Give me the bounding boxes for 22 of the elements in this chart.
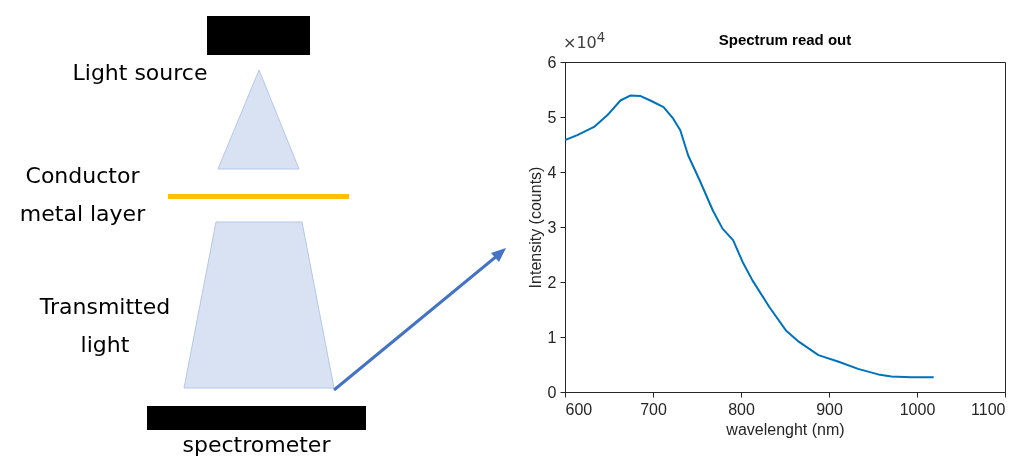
y-tick-label: 3: [547, 218, 557, 236]
x-tick-label: 800: [728, 400, 755, 418]
y-tick-label: 6: [547, 53, 557, 71]
y-tick-label: 0: [547, 383, 557, 401]
y-tick-label: 5: [547, 108, 557, 126]
y-axis-title: Intensity (counts): [526, 166, 544, 289]
x-axis-title: wavelenght (nm): [725, 420, 845, 438]
y-tick-label: 2: [547, 273, 557, 291]
text: Conductor metal layer: [18, 162, 147, 228]
text: spectrometer: [181, 431, 332, 459]
x-tick-label: 900: [816, 400, 843, 418]
y-tick-label: 1: [547, 328, 557, 346]
y-tick-label: 4: [547, 163, 557, 181]
text: ×10$^{4}$: [563, 29, 607, 54]
text: Transmitted light: [38, 293, 172, 359]
chart-title: Spectrum read out: [718, 31, 852, 48]
x-tick-label: 1100: [971, 400, 1006, 418]
text: Light source: [71, 59, 209, 87]
x-tick-label: 1000: [899, 400, 936, 418]
x-tick-label: 600: [565, 400, 593, 418]
x-tick-label: 700: [640, 400, 667, 418]
line-series: [565, 94, 935, 379]
